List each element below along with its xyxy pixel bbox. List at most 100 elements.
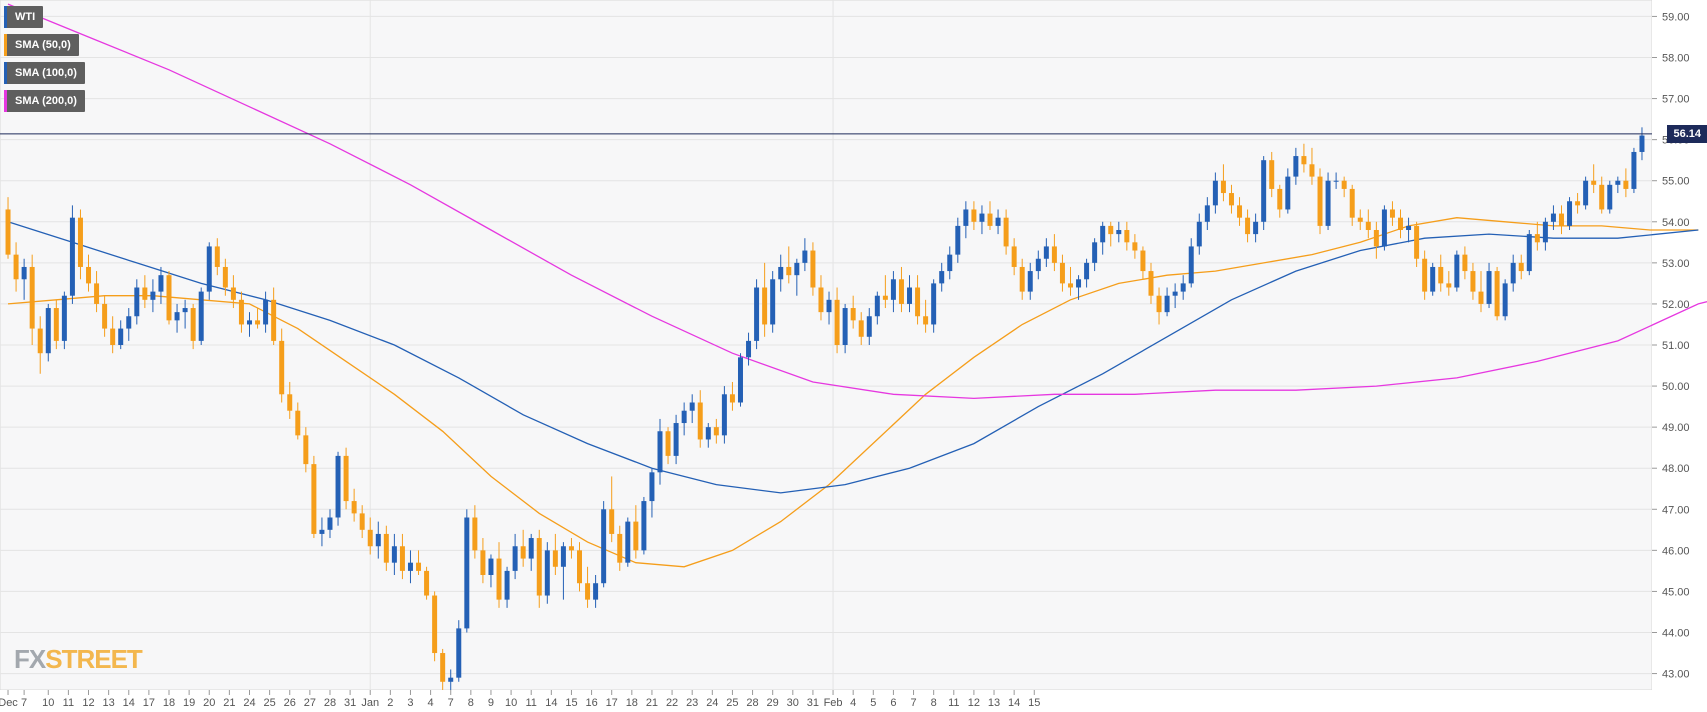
x-tick-label: 4 (428, 697, 434, 709)
candle-body (5, 209, 11, 255)
legend-label-sma100: SMA (100,0) (15, 67, 77, 79)
candle-body (1414, 225, 1420, 259)
candle-body (697, 402, 703, 440)
x-tick-label: 19 (183, 697, 195, 709)
x-axis-panel (0, 690, 1707, 712)
candle-body (1253, 221, 1259, 235)
candle-body (778, 266, 784, 280)
candle-body (1148, 271, 1154, 296)
candle-body (1011, 246, 1017, 267)
x-tick-label: 17 (606, 697, 618, 709)
candle-body (1140, 250, 1146, 272)
candle-body (190, 308, 196, 341)
candle-body (826, 299, 832, 313)
candle-body (585, 583, 591, 600)
candle-body (898, 279, 904, 304)
candle-body (37, 328, 43, 354)
candle-body (649, 472, 655, 502)
x-tick-label: 29 (767, 697, 779, 709)
candle-body (86, 266, 92, 284)
candle-body (1454, 254, 1460, 288)
candle-body (255, 320, 261, 325)
candle-body (295, 410, 301, 436)
candle-body (77, 217, 83, 267)
candle-body (1261, 160, 1267, 222)
x-tick-label: 10 (42, 697, 54, 709)
candle-body (1398, 217, 1404, 230)
x-tick-label: 17 (143, 697, 155, 709)
candle-body (1518, 262, 1524, 272)
candle-body (1019, 266, 1025, 292)
y-tick-label: 58.00 (1662, 53, 1690, 65)
candle-body (1406, 225, 1412, 230)
candle-body (1317, 176, 1323, 226)
candle-body (1575, 201, 1581, 206)
candle-body (673, 423, 679, 456)
candle-body (1583, 180, 1589, 206)
x-tick-label: 25 (263, 697, 275, 709)
candle-body (1108, 225, 1114, 235)
candle-body (665, 431, 671, 456)
candle-body (61, 295, 67, 341)
candle-body (520, 546, 526, 559)
candle-body (69, 217, 75, 296)
candle-body (53, 308, 59, 341)
x-tick-label: 13 (988, 697, 1000, 709)
candle-body (1188, 246, 1194, 284)
candle-body (1269, 160, 1275, 189)
candle-body (1462, 254, 1468, 272)
candle-body (271, 299, 277, 341)
candle-body (907, 287, 913, 304)
y-tick-label: 51.00 (1662, 340, 1690, 352)
candle-body (1172, 291, 1178, 296)
candle-body (1116, 230, 1122, 235)
candle-body (609, 509, 615, 534)
candle-body (198, 291, 204, 341)
sma-line-1 (7, 221, 1699, 494)
x-tick-label: 28 (324, 697, 336, 709)
candle-body (1180, 283, 1186, 292)
candle-body (528, 538, 534, 559)
candle-body (689, 402, 695, 411)
candle-body (1277, 188, 1283, 210)
y-tick-label: 49.00 (1662, 422, 1690, 434)
candle-body (1502, 283, 1508, 317)
candle-body (432, 595, 438, 654)
x-tick-label: 24 (706, 697, 718, 709)
logo-street: STREET (45, 644, 143, 674)
candle-body (1349, 188, 1355, 218)
candle-body (947, 254, 953, 272)
legend-item-sma100[interactable]: SMA (100,0) (4, 62, 85, 84)
candle-body (1220, 180, 1226, 194)
x-tick-label: 7 (910, 697, 916, 709)
candle-body (399, 546, 405, 571)
x-tick-label: 15 (565, 697, 577, 709)
x-tick-label: 11 (63, 697, 74, 709)
candle-body (721, 394, 727, 436)
legend-item-sma200[interactable]: SMA (200,0) (4, 90, 85, 112)
x-tick-label: 7 (448, 697, 454, 709)
y-tick-label: 47.00 (1662, 504, 1690, 516)
candle-body (118, 328, 124, 345)
candle-body (1526, 234, 1532, 272)
candle-body (560, 546, 566, 567)
candle-body (1067, 283, 1073, 288)
fxstreet-logo: FXSTREET (14, 644, 143, 675)
candle-body (882, 295, 888, 300)
candle-body (536, 538, 542, 596)
candle-body (110, 328, 116, 345)
legend-item-wti[interactable]: WTI (4, 6, 44, 28)
candle-body (1043, 246, 1049, 259)
candle-body (1285, 176, 1291, 210)
candle-body (126, 316, 132, 329)
candle-body (150, 291, 156, 300)
candle-body (13, 254, 19, 280)
candle-body (448, 677, 454, 682)
legend-item-sma50[interactable]: SMA (50,0) (4, 34, 79, 56)
candle-body (568, 546, 574, 551)
candle-body (1293, 156, 1299, 177)
x-tick-label: 11 (525, 697, 536, 709)
candle-body (1100, 225, 1106, 243)
candle-body (367, 529, 373, 547)
